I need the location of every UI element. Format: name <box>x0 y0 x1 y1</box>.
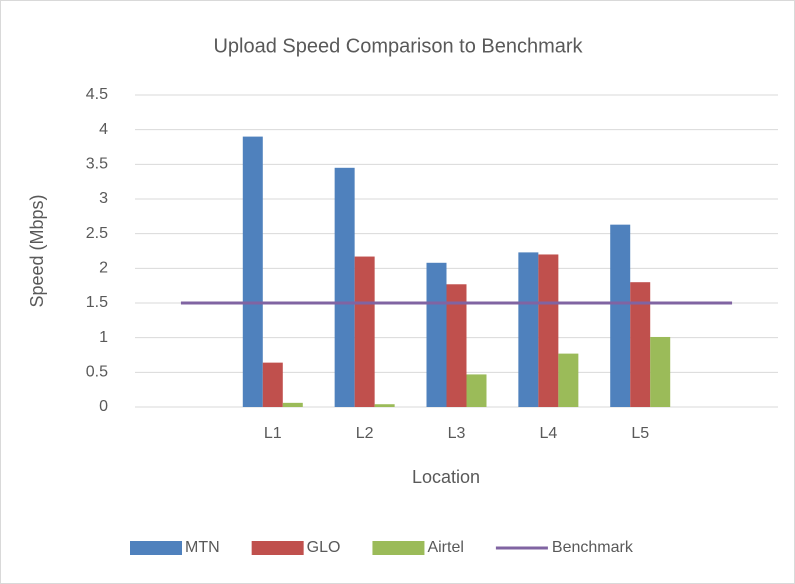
x-tick-label: L5 <box>631 425 649 442</box>
y-tick-label: 3 <box>99 190 108 207</box>
y-tick-label: 0 <box>99 398 108 415</box>
bar <box>262 362 283 407</box>
legend-swatch <box>130 541 182 555</box>
bar <box>354 256 375 407</box>
bar <box>466 374 487 407</box>
bar <box>650 336 671 407</box>
y-tick-label: 4 <box>99 121 108 138</box>
chart-title: Upload Speed Comparison to Benchmark <box>213 35 583 57</box>
y-tick-label: 1.5 <box>86 294 108 311</box>
y-tick-label: 2 <box>99 260 108 277</box>
bar <box>630 282 651 407</box>
bar <box>558 353 579 407</box>
legend-label: Airtel <box>427 539 463 556</box>
y-axis-title: Speed (Mbps) <box>27 194 47 307</box>
legend-swatch <box>251 541 304 555</box>
bar <box>282 402 303 407</box>
y-tick-label: 1 <box>99 329 108 346</box>
legend-swatch <box>372 541 425 555</box>
x-tick-label: L4 <box>539 425 557 442</box>
bar <box>610 224 631 407</box>
y-tick-label: 4.5 <box>86 86 108 103</box>
bar <box>426 262 447 407</box>
bar <box>518 252 539 407</box>
y-tick-label: 2.5 <box>86 225 108 242</box>
legend-label: Benchmark <box>552 539 634 556</box>
bar <box>374 404 395 407</box>
legend-label: MTN <box>185 539 220 556</box>
bar <box>538 254 559 407</box>
bar <box>242 136 263 407</box>
y-tick-label: 0.5 <box>86 364 108 381</box>
y-tick-label: 3.5 <box>86 156 108 173</box>
x-tick-label: L3 <box>448 425 466 442</box>
legend-label: GLO <box>307 539 341 556</box>
x-tick-label: L1 <box>264 425 282 442</box>
x-axis-title: Location <box>412 467 480 487</box>
x-tick-label: L2 <box>356 425 374 442</box>
bar <box>446 284 467 407</box>
bar <box>334 167 355 407</box>
